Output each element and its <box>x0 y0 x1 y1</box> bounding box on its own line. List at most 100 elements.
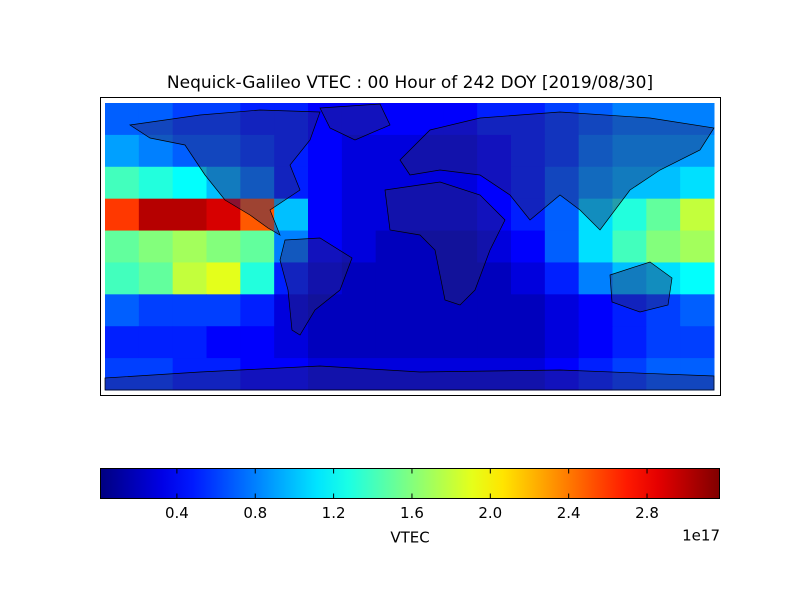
heatmap-cell <box>105 294 140 327</box>
heatmap-cell <box>511 230 546 263</box>
heatmap-cell <box>274 134 309 168</box>
heatmap-cell <box>274 326 309 359</box>
heatmap-cell <box>646 326 681 359</box>
heatmap-cell <box>477 294 512 327</box>
heatmap-cell <box>680 103 715 136</box>
heatmap-cell <box>544 198 580 232</box>
heatmap-cell <box>308 134 343 168</box>
heatmap-cell <box>646 262 681 295</box>
heatmap-cell <box>240 134 275 168</box>
heatmap-cell <box>612 134 647 168</box>
heatmap <box>105 103 715 391</box>
heatmap-cell <box>274 103 309 136</box>
heatmap-cell <box>443 198 478 232</box>
heatmap-cell <box>544 326 580 359</box>
heatmap-cell <box>477 326 512 359</box>
heatmap-cell <box>206 358 241 391</box>
colorbar <box>100 468 720 499</box>
map-frame <box>100 97 721 396</box>
heatmap-cell <box>308 358 343 391</box>
heatmap-cell <box>544 103 580 136</box>
heatmap-cell <box>172 230 207 263</box>
heatmap-cell <box>443 294 478 327</box>
heatmap-cell <box>172 326 207 359</box>
heatmap-cell <box>680 166 715 200</box>
heatmap-cell <box>544 294 580 327</box>
heatmap-cell <box>138 103 174 136</box>
heatmap-cell <box>578 103 613 136</box>
heatmap-cell <box>680 294 715 327</box>
heatmap-cell <box>240 358 275 391</box>
heatmap-cell <box>477 166 512 200</box>
heatmap-cell <box>578 358 613 391</box>
heatmap-cell <box>578 230 613 263</box>
heatmap-cell <box>341 230 377 263</box>
heatmap-cell <box>511 358 546 391</box>
heatmap-cell <box>240 103 275 136</box>
heatmap-cell <box>138 326 174 359</box>
heatmap-cell <box>105 198 140 232</box>
heatmap-cell <box>443 134 478 168</box>
heatmap-cell <box>341 198 377 232</box>
heatmap-cell <box>409 134 444 168</box>
heatmap-cell <box>308 230 343 263</box>
heatmap-cell <box>341 294 377 327</box>
heatmap-cell <box>375 358 410 391</box>
colorbar-tick-label: 2.4 <box>557 504 581 522</box>
heatmap-cell <box>172 262 207 295</box>
colorbar-tick-label: 2.0 <box>478 504 502 522</box>
heatmap-cell <box>443 103 478 136</box>
heatmap-cell <box>477 134 512 168</box>
heatmap-cell <box>206 262 241 295</box>
heatmap-cell <box>612 198 647 232</box>
heatmap-cell <box>240 326 275 359</box>
heatmap-cell <box>206 294 241 327</box>
colorbar-label: VTEC <box>390 529 429 547</box>
heatmap-cell <box>680 198 715 232</box>
heatmap-cell <box>443 358 478 391</box>
colorbar-tick-label: 1.6 <box>400 504 424 522</box>
heatmap-cell <box>341 262 377 295</box>
heatmap-cell <box>578 262 613 295</box>
heatmap-cell <box>544 134 580 168</box>
heatmap-cell <box>578 294 613 327</box>
heatmap-cell <box>511 103 546 136</box>
colorbar-offset: 1e17 <box>682 527 720 545</box>
heatmap-cell <box>375 166 410 200</box>
heatmap-cell <box>477 358 512 391</box>
heatmap-cell <box>206 230 241 263</box>
heatmap-cell <box>274 358 309 391</box>
heatmap-cell <box>138 198 174 232</box>
heatmap-cell <box>375 134 410 168</box>
heatmap-cell <box>578 166 613 200</box>
heatmap-cell <box>105 166 140 200</box>
heatmap-cell <box>105 230 140 263</box>
colorbar-tick-label: 2.8 <box>635 504 659 522</box>
heatmap-cell <box>612 103 647 136</box>
heatmap-cell <box>511 294 546 327</box>
heatmap-cell <box>206 134 241 168</box>
heatmap-cell <box>477 230 512 263</box>
heatmap-cell <box>612 230 647 263</box>
south-america <box>279 237 353 336</box>
heatmap-cell <box>138 294 174 327</box>
heatmap-cell <box>206 103 241 136</box>
heatmap-cell <box>138 230 174 263</box>
heatmap-cell <box>646 166 681 200</box>
heatmap-cell <box>375 262 410 295</box>
heatmap-cell <box>341 134 377 168</box>
continents <box>104 103 715 391</box>
heatmap-cell <box>511 198 546 232</box>
colorbar-tick-label: 1.2 <box>322 504 346 522</box>
heatmap-cell <box>105 326 140 359</box>
heatmap-cell <box>477 103 512 136</box>
heatmap-cell <box>612 326 647 359</box>
heatmap-cell <box>206 198 241 232</box>
heatmap-cell <box>409 358 444 391</box>
heatmap-cell <box>578 326 613 359</box>
heatmap-cell <box>274 230 309 263</box>
heatmap-cell <box>172 103 207 136</box>
heatmap-cell <box>409 103 444 136</box>
heatmap-cell <box>612 358 647 391</box>
